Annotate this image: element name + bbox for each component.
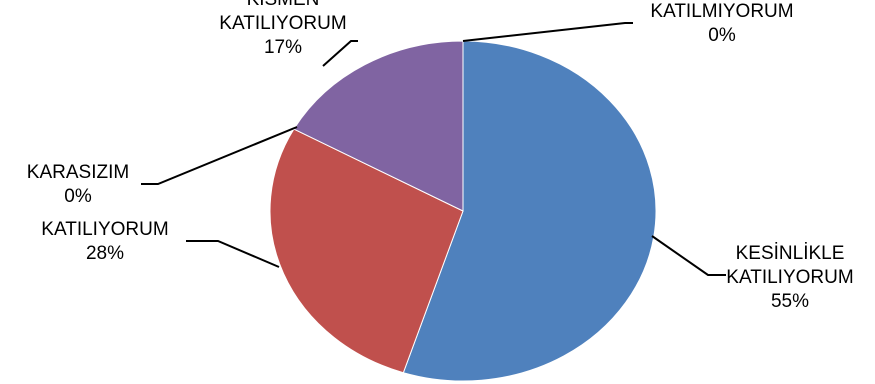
data-label-1: KESİNLİKLE KATILIYORUM 55% — [726, 243, 853, 312]
data-label-percent: 0% — [708, 25, 736, 46]
data-labels: KESİNLİKLE KATILIYORUM 55%KATILIYORUM 28%KA… — [27, 0, 854, 312]
data-label-percent: 28% — [86, 243, 124, 264]
leader-line-4 — [322, 40, 358, 67]
data-label-percent: 0% — [64, 186, 92, 207]
pie-slice-4 — [293, 40, 464, 212]
leader-line-1 — [651, 235, 726, 276]
leader-lines — [141, 22, 726, 276]
data-label-name: KESİNLİKLE — [736, 243, 845, 264]
leader-line-3 — [141, 126, 298, 185]
data-label-3: KARASIZIM 0% — [27, 162, 129, 207]
leader-line-2 — [186, 240, 280, 268]
pie-slices — [269, 40, 657, 382]
data-label-name: KATILMIYORUM — [650, 1, 793, 22]
data-label-name: KARASIZIM — [27, 162, 129, 183]
data-label-5: KATILMIYORUM 0% — [650, 1, 793, 46]
data-label-percent: 55% — [771, 291, 809, 312]
data-label-4: KISMEN KATILIYORUM 17% — [219, 0, 346, 58]
pie-slice-2 — [269, 128, 464, 374]
data-label-name: KATILIYORUM — [41, 219, 168, 240]
leader-line-5 — [462, 22, 633, 42]
data-label-percent: 17% — [264, 37, 302, 58]
data-label-name: KATILIYORUM — [726, 267, 853, 288]
data-label-name: KISMEN — [247, 0, 320, 10]
data-label-name: KATILIYORUM — [219, 13, 346, 34]
data-label-2: KATILIYORUM 28% — [41, 219, 168, 264]
